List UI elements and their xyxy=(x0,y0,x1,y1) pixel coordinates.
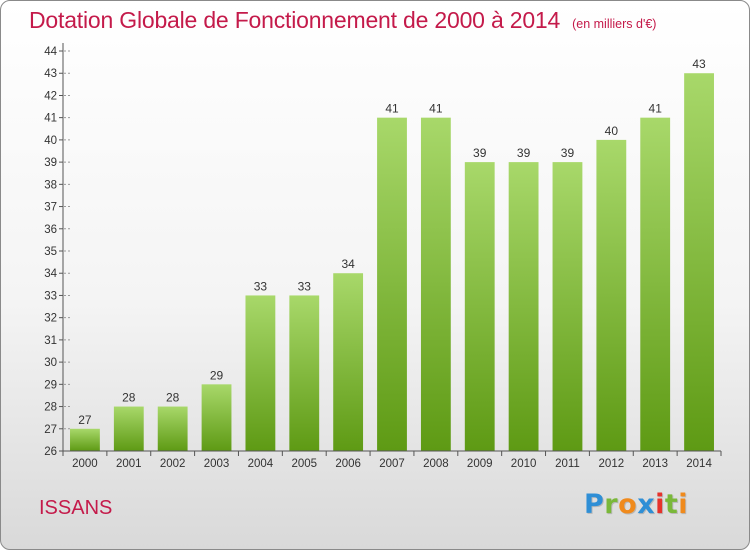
y-tick-label: 27 xyxy=(44,424,57,436)
y-tick-label: 30 xyxy=(44,357,57,369)
bar-value-label: 29 xyxy=(210,368,224,382)
bar xyxy=(420,117,451,452)
y-tick-label: 40 xyxy=(44,135,57,147)
bar xyxy=(377,117,407,452)
title-row: Dotation Globale de Fonctionnement de 20… xyxy=(29,7,656,34)
bar-value-label: 43 xyxy=(692,57,706,71)
logo-letter: r xyxy=(604,489,619,520)
x-tick-label: 2014 xyxy=(686,458,712,470)
y-tick-label: 43 xyxy=(44,68,57,80)
bar xyxy=(464,162,495,451)
bar-value-label: 39 xyxy=(561,146,575,160)
y-tick-label: 28 xyxy=(44,402,57,414)
bar xyxy=(508,162,539,451)
logo-letter: x xyxy=(637,489,656,520)
proxiti-logo: Proxiti xyxy=(584,489,688,520)
y-tick-label: 37 xyxy=(44,202,57,214)
bar-value-label: 33 xyxy=(254,279,268,293)
x-tick-label: 2005 xyxy=(291,458,317,470)
bar xyxy=(596,139,627,451)
bar xyxy=(245,295,276,451)
x-tick-label: 2008 xyxy=(423,458,449,470)
x-tick-label: 2003 xyxy=(204,458,230,470)
x-tick-label: 2007 xyxy=(379,458,405,470)
logo-letter: o xyxy=(618,489,638,520)
chart-subtitle: (en milliers d'€) xyxy=(572,17,657,31)
bar-value-label: 28 xyxy=(122,391,136,405)
bar xyxy=(552,162,583,451)
bar xyxy=(684,73,714,451)
logo-letter: i xyxy=(655,489,665,520)
place-name: ISSANS xyxy=(39,497,113,519)
x-tick-label: 2012 xyxy=(599,458,625,470)
bar-value-label: 39 xyxy=(517,146,531,160)
x-tick-label: 2001 xyxy=(116,458,142,470)
bar xyxy=(201,384,232,451)
y-tick-label: 33 xyxy=(44,290,57,302)
y-tick-label: 26 xyxy=(44,446,57,458)
bar xyxy=(70,428,100,451)
y-tick-label: 39 xyxy=(44,157,57,169)
bar-value-label: 27 xyxy=(78,413,92,427)
y-tick-label: 31 xyxy=(44,335,57,347)
x-tick-label: 2006 xyxy=(335,458,361,470)
bar-value-label: 41 xyxy=(385,102,399,116)
logo-letter: i xyxy=(678,489,689,520)
y-tick-label: 29 xyxy=(44,379,57,391)
x-tick-label: 2013 xyxy=(642,458,668,470)
bar-value-label: 34 xyxy=(341,257,355,271)
x-tick-label: 2009 xyxy=(467,458,493,470)
x-tick-label: 2002 xyxy=(160,458,186,470)
bar xyxy=(157,406,188,451)
x-tick-label: 2011 xyxy=(555,458,580,470)
bar-value-label: 41 xyxy=(649,102,663,116)
bar-value-label: 40 xyxy=(605,124,619,138)
bar xyxy=(289,295,320,451)
bar xyxy=(640,117,671,452)
y-tick-label: 34 xyxy=(44,268,57,280)
x-tick-label: 2000 xyxy=(72,458,98,470)
bar-value-label: 39 xyxy=(473,146,487,160)
chart-title: Dotation Globale de Fonctionnement de 20… xyxy=(29,7,561,33)
bar-value-label: 28 xyxy=(166,391,180,405)
x-tick-label: 2010 xyxy=(511,458,537,470)
bar xyxy=(113,406,144,451)
logo-letter: P xyxy=(584,489,605,520)
logo-letter: t xyxy=(664,489,679,520)
bar xyxy=(333,273,364,451)
bar-value-label: 41 xyxy=(429,102,443,116)
y-tick-label: 32 xyxy=(44,313,57,325)
y-tick-label: 41 xyxy=(44,113,57,125)
x-tick-label: 2004 xyxy=(248,458,274,470)
y-tick-label: 35 xyxy=(44,246,57,258)
y-tick-label: 38 xyxy=(44,179,57,191)
bar-value-label: 33 xyxy=(298,279,312,293)
y-tick-label: 42 xyxy=(44,90,57,102)
y-tick-label: 44 xyxy=(44,46,57,58)
y-tick-label: 36 xyxy=(44,224,57,236)
